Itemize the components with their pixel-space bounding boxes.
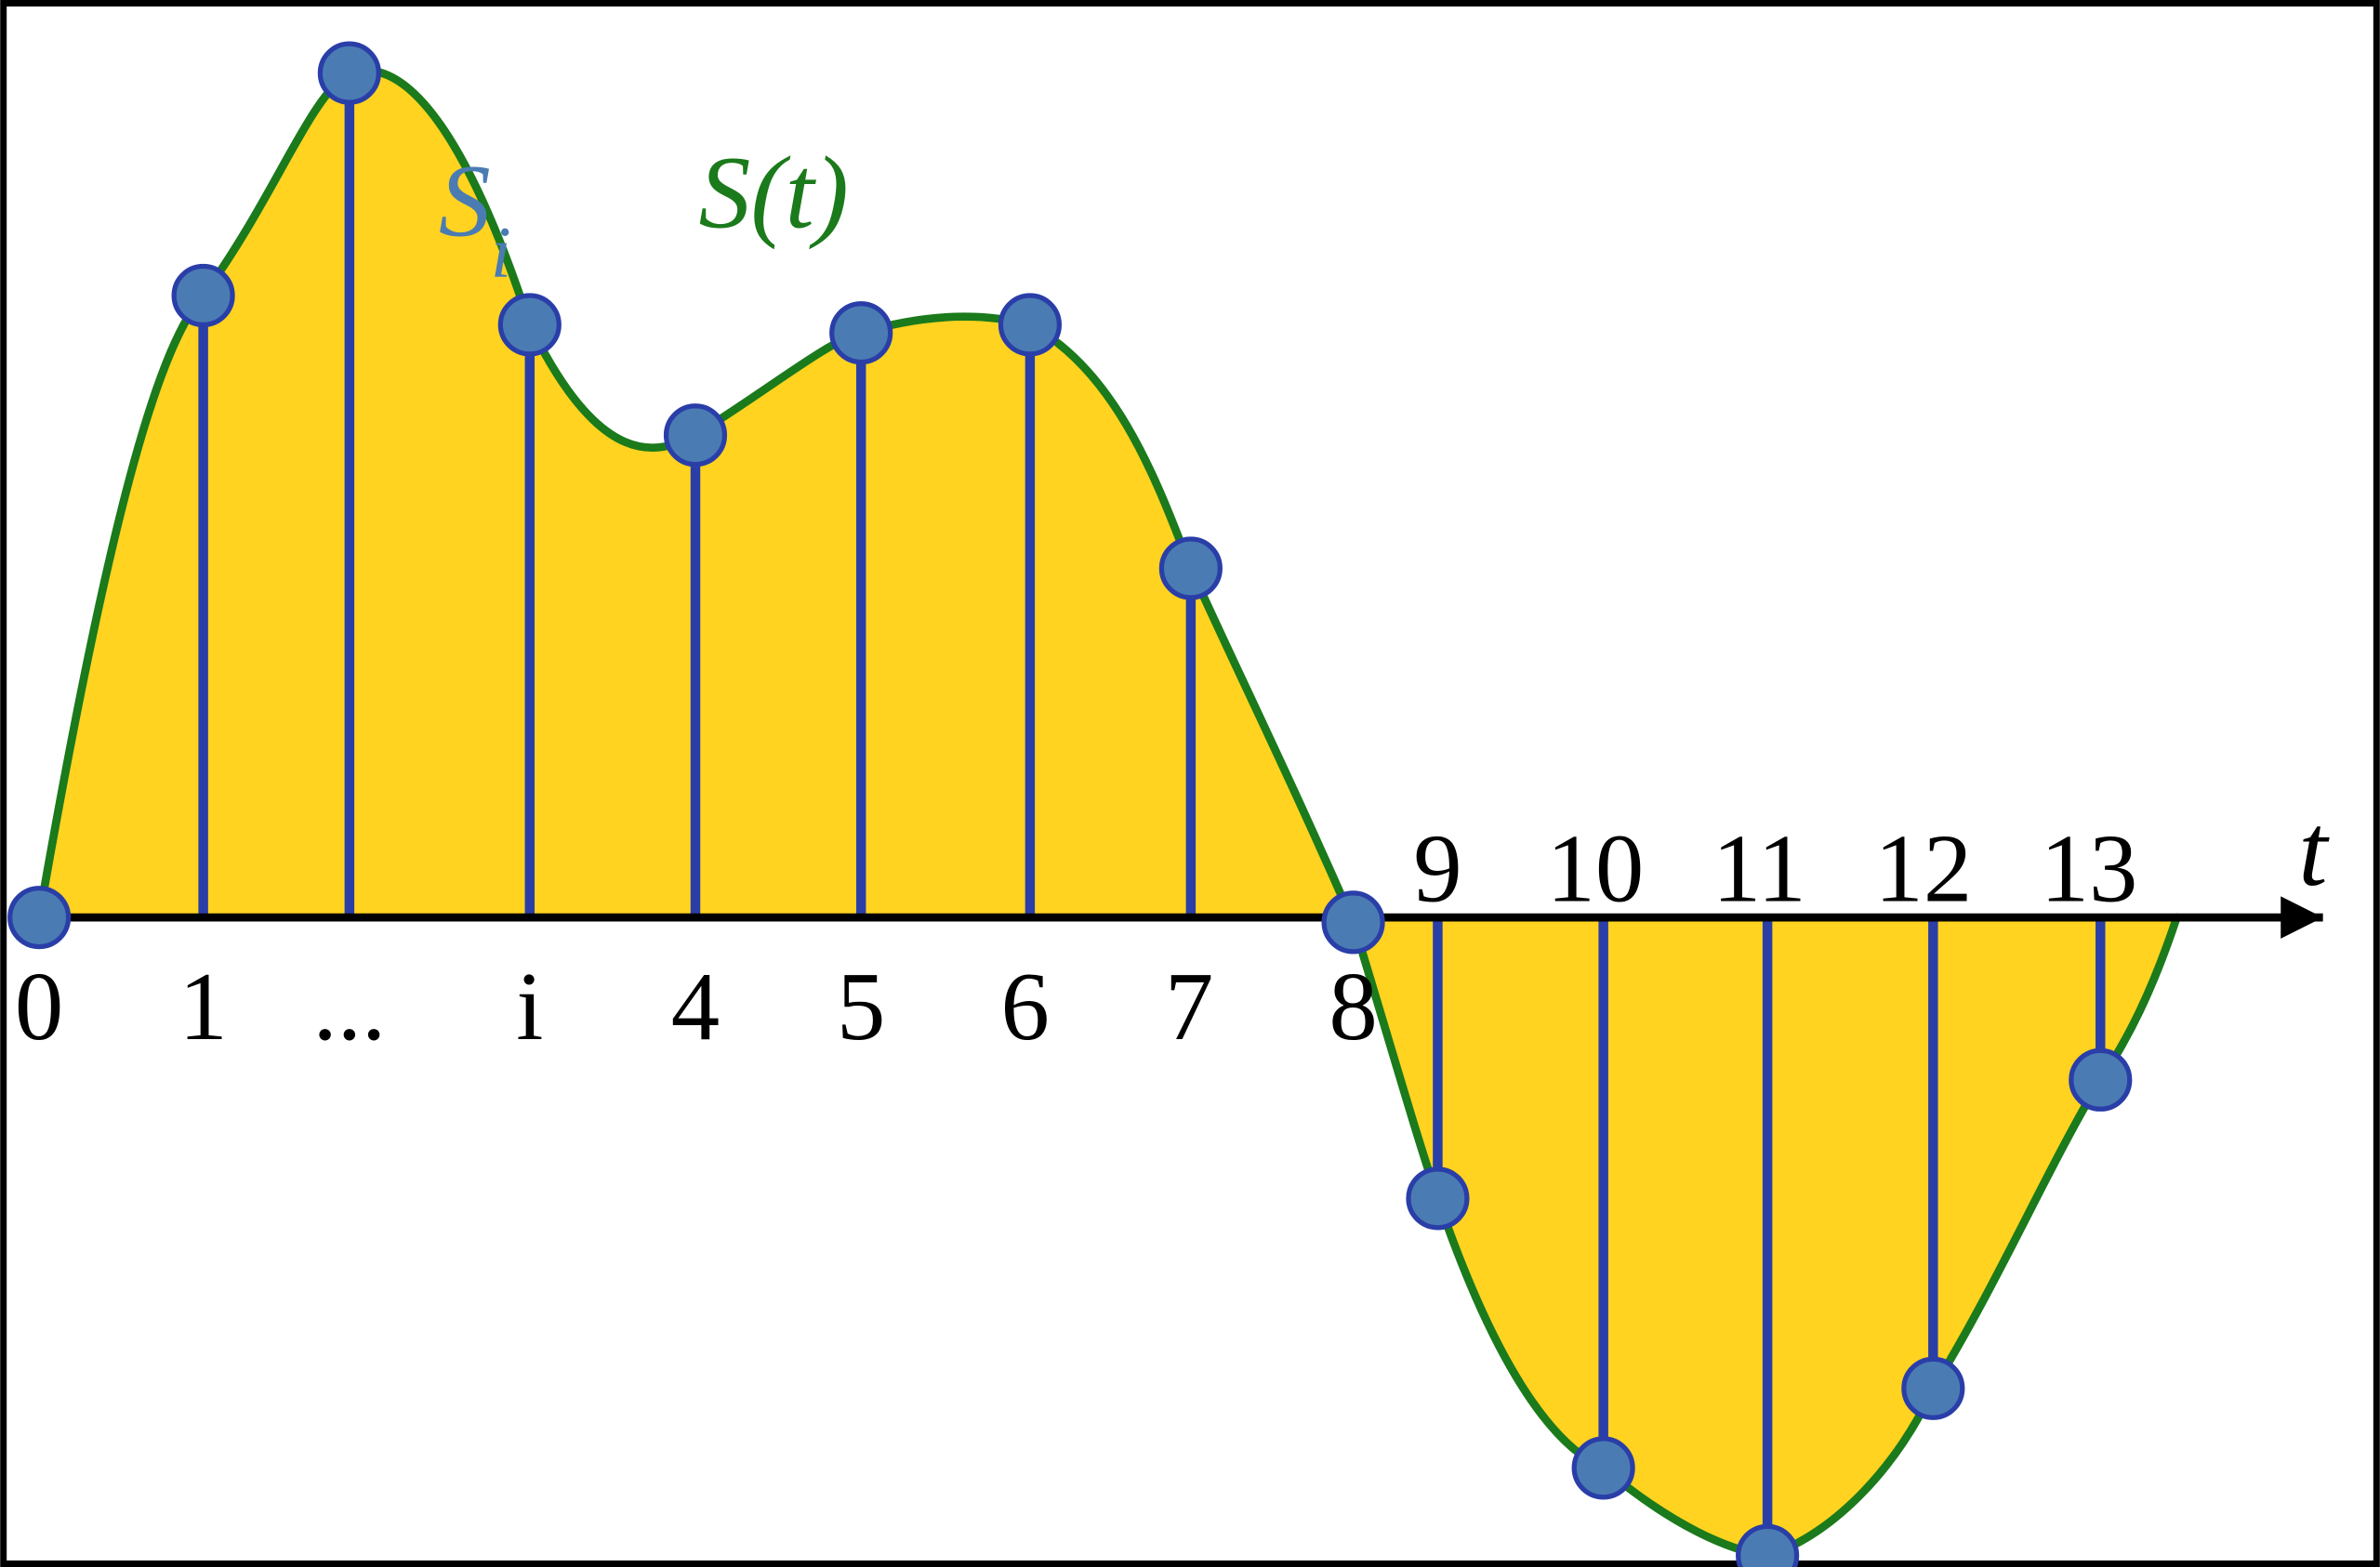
- axis-tick-label: ...: [313, 953, 387, 1060]
- sample-marker: [500, 296, 559, 354]
- axis-tick-label: i: [516, 953, 543, 1060]
- axis-tick-label: 6: [1000, 953, 1049, 1060]
- sample-marker: [1324, 893, 1382, 952]
- sampling-diagram: 01...i45678910111213tSiS(t): [0, 0, 2380, 1567]
- axis-tick-label: 11: [1712, 815, 1806, 923]
- axis-tick-label: 4: [671, 953, 720, 1060]
- sample-marker: [832, 304, 891, 362]
- sample-marker: [1161, 539, 1220, 598]
- axis-label-t: t: [2298, 793, 2330, 908]
- axis-tick-label: 7: [1165, 953, 1213, 1060]
- axis-tick-label: 12: [1874, 815, 1972, 923]
- sample-marker: [2071, 1050, 2130, 1109]
- axis-tick-label: 0: [15, 953, 63, 1060]
- axis-tick-label: 5: [837, 953, 885, 1060]
- chart-svg: 01...i45678910111213tSiS(t): [0, 0, 2380, 1567]
- sample-marker: [1574, 1439, 1633, 1497]
- label-st: S(t): [698, 136, 848, 251]
- sample-marker: [1904, 1359, 1963, 1417]
- sample-marker: [1408, 1169, 1467, 1228]
- axis-tick-label: 1: [178, 953, 227, 1060]
- axis-tick-label: 10: [1547, 815, 1645, 923]
- axis-tick-label: 9: [1413, 815, 1461, 923]
- axis-tick-label: 13: [2041, 815, 2138, 923]
- axis-tick-label: 8: [1329, 953, 1377, 1060]
- sample-marker: [10, 889, 69, 947]
- sample-marker: [174, 267, 232, 325]
- sample-marker: [320, 44, 378, 102]
- sample-marker: [1739, 1526, 1797, 1567]
- curve-area: [39, 71, 2176, 1556]
- sample-marker: [667, 406, 725, 465]
- sample-marker: [1000, 296, 1059, 354]
